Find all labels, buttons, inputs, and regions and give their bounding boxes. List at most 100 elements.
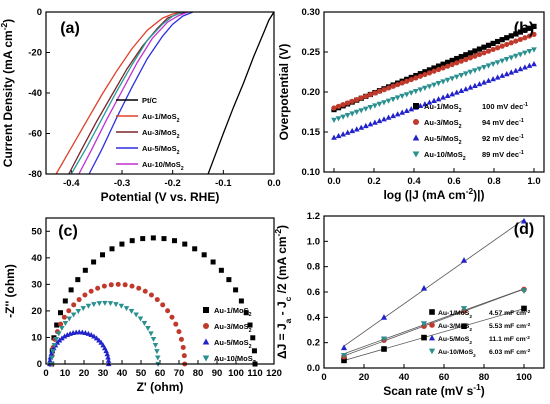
panel-b-point-1 — [508, 40, 514, 46]
panel-b-point-3 — [494, 60, 501, 66]
panel-b-point-1 — [445, 63, 451, 69]
panel-b-point-2 — [476, 81, 483, 87]
panel-b-legend-label-1: Au-3/MoS2 — [424, 118, 462, 130]
panel-a-legend-label-2: Au-3/MoS2 — [142, 128, 180, 140]
panel-b-point-0 — [495, 38, 501, 45]
panel-b-point-3 — [467, 69, 474, 75]
panel-a-legend-label-4: Au-10/MoS2 — [142, 160, 184, 172]
panel-a-ytick-label: 0 — [37, 7, 42, 18]
panel-b-xtick-label: 0.6 — [447, 176, 460, 187]
panel-b-point-3 — [458, 72, 465, 79]
panel-c-ytick-label: 40 — [31, 253, 42, 264]
panel-b-point-3 — [335, 116, 342, 122]
panel-d-xtick-label: 0 — [321, 372, 326, 383]
panel-c-xtick-label: 0 — [43, 368, 48, 379]
panel-c-point-0 — [247, 322, 253, 328]
panel-c-ytick-label: 10 — [31, 332, 42, 343]
panel-b-point-2 — [508, 69, 515, 75]
panel-b-point-2 — [335, 132, 342, 139]
panel-b-legend-label-0: Au-1/MoS2 — [424, 102, 462, 114]
panel-b-legend-marker-0 — [413, 103, 419, 109]
panel-b-point-0 — [458, 54, 464, 60]
panel-c-point-3 — [91, 302, 97, 308]
panel-b-point-0 — [513, 31, 519, 37]
panel-b-point-3 — [472, 68, 478, 74]
panel-c-ytick-label: 50 — [31, 226, 42, 237]
panel-a-xtick-label: -0.1 — [215, 178, 232, 189]
panel-b-point-1 — [490, 46, 496, 53]
panel-d-point-3 — [340, 352, 348, 359]
panel-b-point-2 — [426, 99, 433, 105]
panel-b-point-2 — [372, 119, 378, 125]
panel-d-ytick-label: 0.2 — [307, 338, 320, 349]
panel-b-ylabel: Overpotential (V) — [277, 44, 291, 141]
panel-b-point-0 — [526, 25, 533, 31]
panel-b-frame — [323, 11, 545, 173]
panel-c-point-1 — [142, 288, 148, 294]
panel-d-legend-marker-1 — [429, 322, 435, 328]
panel-b-point-3 — [372, 103, 378, 109]
panel-b-point-0 — [504, 35, 510, 41]
panel-b-point-2 — [435, 96, 442, 102]
panel-b-point-2 — [472, 82, 478, 88]
panel-c-point-3 — [59, 325, 65, 331]
panel-b-point-3 — [331, 117, 337, 123]
panel-b-point-1 — [467, 55, 473, 61]
panel-a-xtick-label: 0.0 — [267, 178, 280, 189]
panel-a-legend-label-3: Au-5/MoS2 — [142, 144, 180, 156]
panel-b-point-2 — [376, 117, 383, 124]
panel-b-point-2 — [517, 66, 524, 72]
panel-c-point-3 — [113, 302, 119, 308]
panel-c-xtick-label: 120 — [266, 368, 282, 379]
panel-b-point-1 — [385, 85, 392, 91]
panel-b-point-0 — [472, 48, 478, 54]
panel-b-point-3 — [412, 88, 419, 95]
panel-d-point-0 — [381, 346, 387, 352]
panel-c-point-1 — [176, 329, 182, 335]
panel-c-point-3 — [154, 349, 160, 355]
panel-c-point-3 — [62, 321, 69, 327]
panel-d-fitline-0 — [343, 308, 525, 361]
panel-b-point-1 — [435, 66, 442, 73]
panel-d-legend-cap-2: 11.1 mF cm-2 — [489, 335, 530, 344]
panel-b-point-3 — [353, 109, 360, 115]
panel-c-point-2 — [85, 330, 92, 336]
panel-b-point-1 — [413, 75, 419, 81]
panel-c-point-1 — [108, 282, 114, 288]
panel-a-xtick-label: -0.4 — [63, 178, 80, 189]
panel-c-point-3 — [118, 303, 125, 309]
panel-c-point-3 — [66, 316, 73, 322]
panel-b-point-2 — [422, 101, 428, 107]
panel-d-point-2 — [520, 217, 528, 224]
panel-b-point-1 — [463, 56, 469, 63]
panel-c-xtick-label: 60 — [155, 368, 166, 379]
panel-a-series-0 — [207, 11, 275, 175]
panel-c-point-1 — [88, 288, 94, 294]
panel-c-point-3 — [49, 355, 55, 361]
panel-b-point-1 — [517, 36, 523, 43]
panel-c-point-1 — [160, 302, 166, 308]
panel-b-point-3 — [490, 61, 496, 67]
panel-b-point-2 — [331, 134, 337, 140]
panel-b-point-2 — [526, 62, 533, 68]
panel-b-point-0 — [467, 50, 473, 56]
panel-d-legend-cap-3: 6.03 mF cm-2 — [489, 348, 531, 357]
panel-d-point-0 — [521, 305, 527, 312]
panel-c-point-0 — [226, 277, 232, 283]
panel-c-point-3 — [128, 309, 135, 315]
panel-a-xlabel: Potential (V vs. RHE) — [101, 190, 220, 204]
panel-c-point-2 — [48, 351, 54, 357]
panel-c-point-0 — [238, 298, 244, 304]
panel-c-point-0 — [218, 267, 224, 273]
panel-b-point-1 — [481, 50, 487, 56]
panel-b-point-0 — [485, 42, 492, 48]
panel-b-point-1 — [399, 80, 405, 86]
panel-c-point-0 — [171, 238, 177, 244]
panel-b-point-1 — [454, 60, 460, 66]
panel-d-xtick-label: 100 — [516, 372, 532, 383]
panel-b-point-1 — [390, 83, 396, 89]
panel-d-point-3 — [420, 321, 428, 327]
panel-b-point-1 — [363, 93, 369, 99]
panel-c-point-0 — [54, 322, 60, 328]
panel-b-point-1 — [422, 71, 428, 78]
